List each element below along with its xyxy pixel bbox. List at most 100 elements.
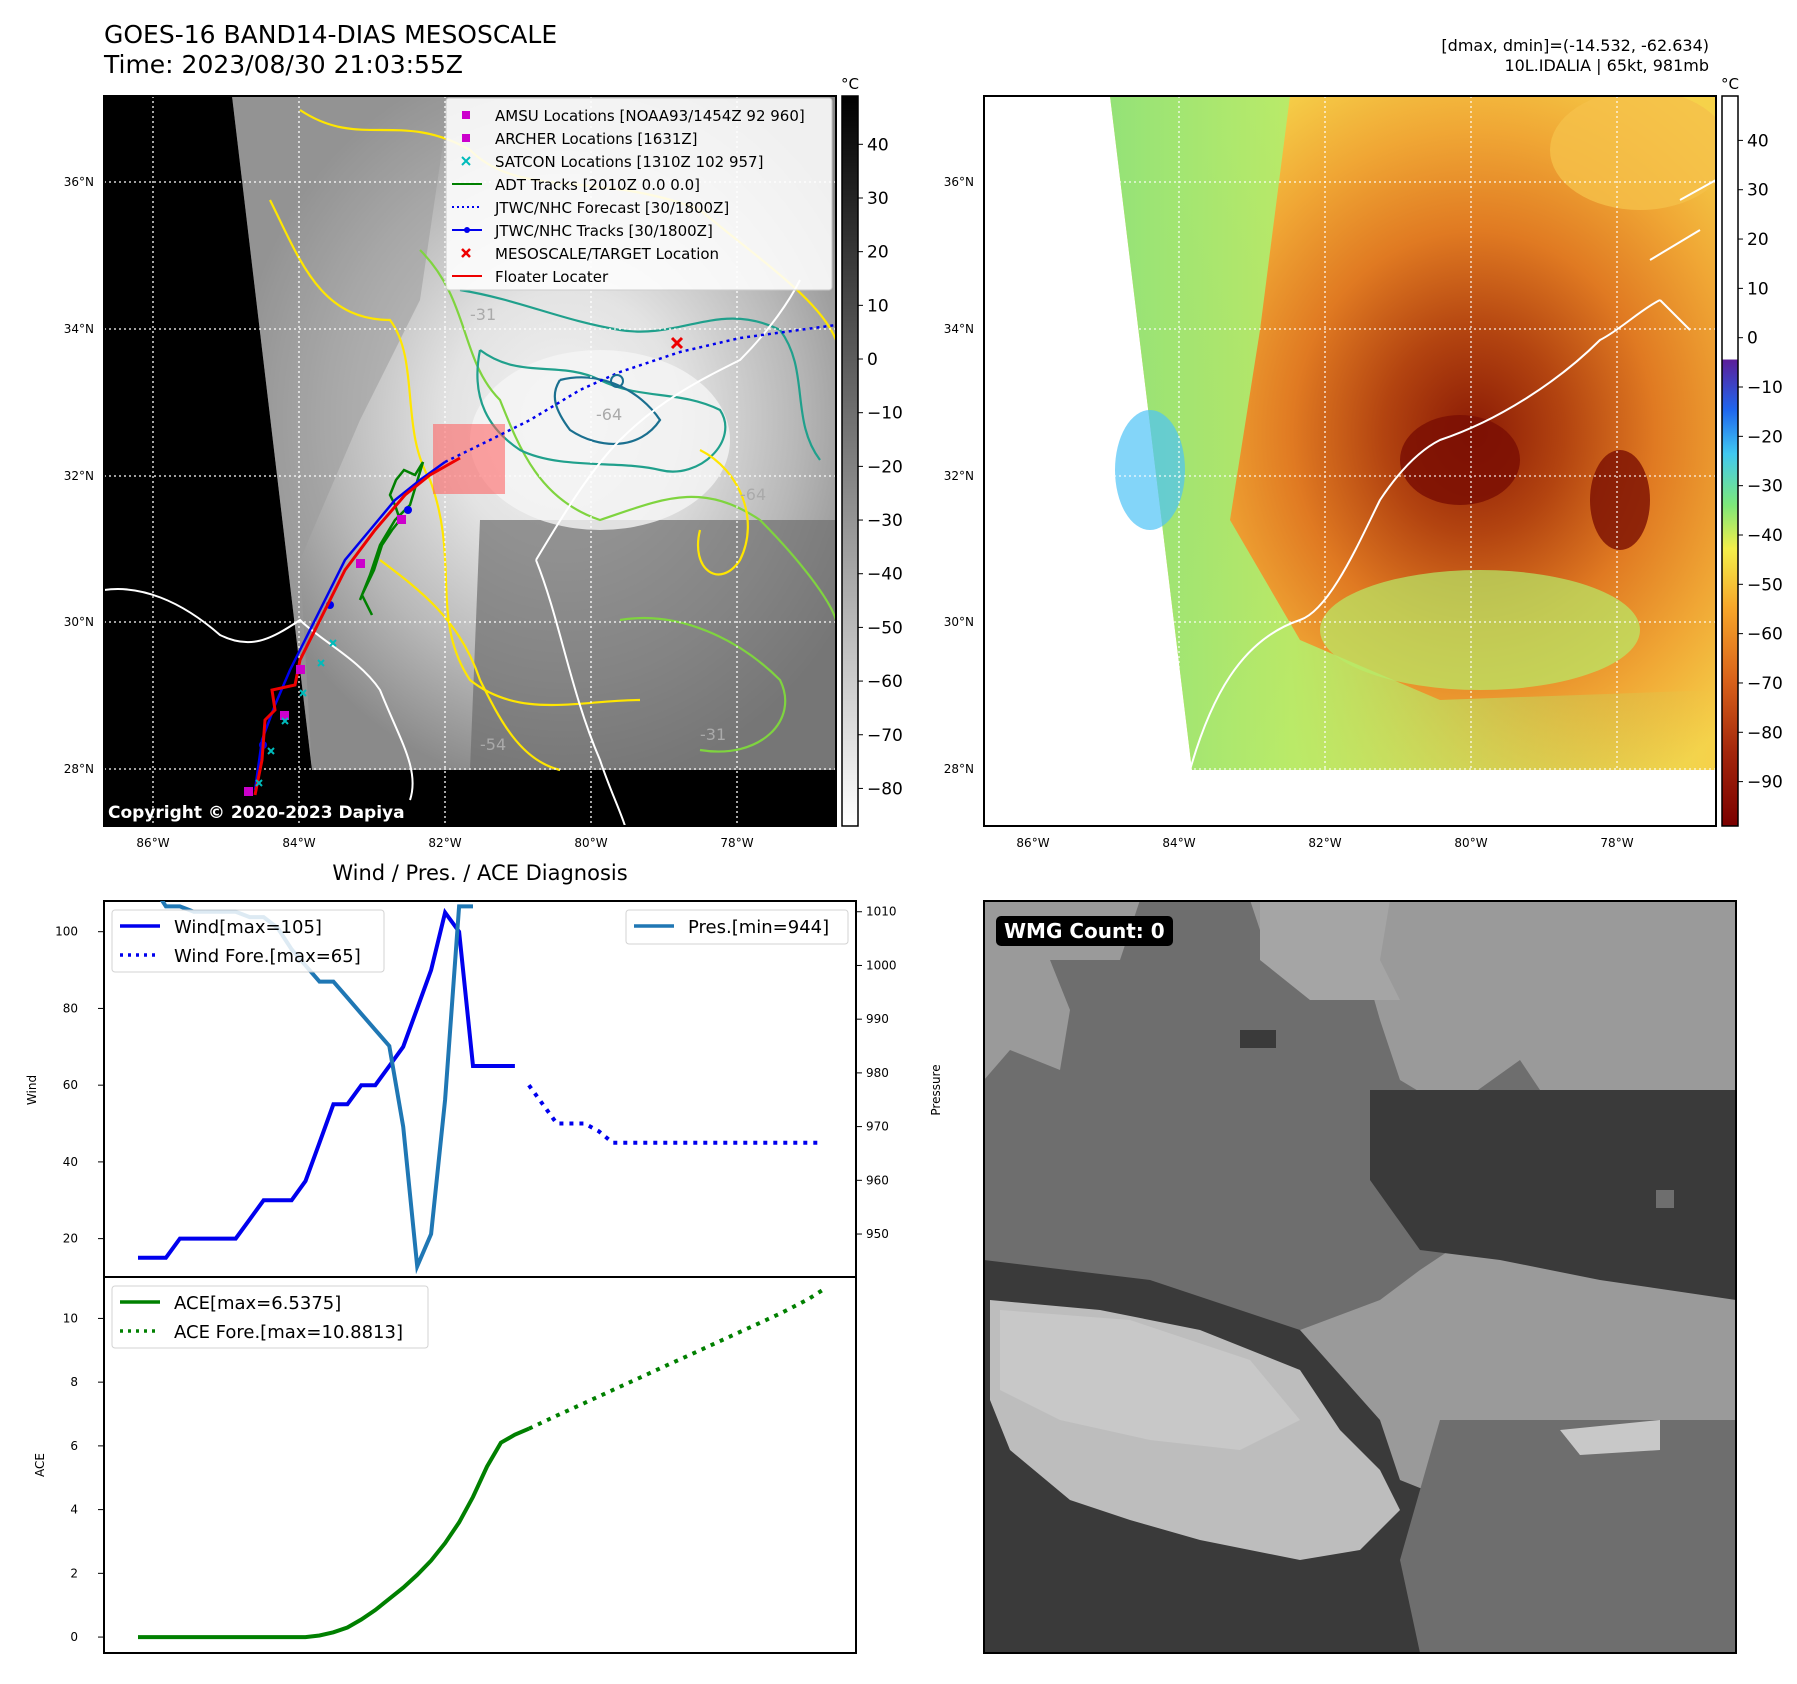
contour-label: -31 xyxy=(470,305,496,324)
archer-marker xyxy=(280,711,289,720)
colorbar-tick-label: 20 xyxy=(1747,230,1769,250)
contour-warm xyxy=(379,559,561,772)
archer-marker xyxy=(397,515,406,524)
ace-tick-label: 8 xyxy=(70,1375,78,1389)
wmg-panel xyxy=(984,901,1736,1653)
wind-axis-label: Wind xyxy=(25,1075,39,1105)
storm-info: [dmax, dmin]=(-14.532, -62.634) 10L.IDAL… xyxy=(1441,36,1709,76)
satcon-markers xyxy=(255,639,337,787)
enhanced-map-lat-labels: 36°N 34°N 32°N 30°N 28°N xyxy=(944,175,974,776)
colorbar-tick-label: −30 xyxy=(1747,477,1783,497)
colorbar-tick-label: 30 xyxy=(1747,181,1769,201)
lon-tick-label: 80°W xyxy=(1454,836,1487,850)
colorbar-tick-label: −20 xyxy=(867,457,903,477)
colorbar-tick-label: −60 xyxy=(1747,625,1783,645)
copyright: Copyright © 2020-2023 Dapiya xyxy=(108,803,405,823)
ir-colorbar-unit: °C xyxy=(841,75,859,93)
colorbar-tick-label: 20 xyxy=(867,243,889,263)
lon-tick-label: 78°W xyxy=(720,836,753,850)
colorbar-tick-label: −10 xyxy=(867,404,903,424)
jtwc-track-point xyxy=(404,506,412,514)
legend-label-target: MESOSCALE/TARGET Location xyxy=(495,245,719,263)
colorbar-tick-label: −50 xyxy=(867,618,903,638)
lat-tick-label: 32°N xyxy=(64,469,94,483)
legend-marker-target xyxy=(461,248,471,258)
lon-tick-label: 84°W xyxy=(282,836,315,850)
legend-label-floater: Floater Locater xyxy=(495,268,609,286)
legend: AMSU Locations [NOAA93/1454Z 92 960] ARC… xyxy=(445,97,833,291)
contour-cold xyxy=(476,349,727,473)
lon-tick-label: 86°W xyxy=(1016,836,1049,850)
colorbar-tick-label: 10 xyxy=(1747,279,1769,299)
enhanced-map-lon-labels: 86°W 84°W 82°W 80°W 78°W xyxy=(1016,836,1633,850)
contour-warm xyxy=(697,449,749,576)
floater-locater-track xyxy=(253,456,461,796)
colorbar-tick-label: −10 xyxy=(1747,378,1783,398)
wind-tick-label: 40 xyxy=(63,1155,78,1169)
diagnosis-chart-title: Wind / Pres. / ACE Diagnosis xyxy=(332,861,627,885)
colorbar-tick-label: −90 xyxy=(1747,773,1783,793)
ir-map-frame xyxy=(103,95,837,827)
coastline xyxy=(1189,179,1716,771)
coastline xyxy=(104,279,801,826)
ace-tick-label: 2 xyxy=(70,1566,78,1580)
wind-tick-label: 20 xyxy=(63,1232,78,1246)
colorbar-tick-label: −80 xyxy=(1747,723,1783,743)
ace-forecast-series xyxy=(528,1288,824,1431)
wind-tick-label: 60 xyxy=(63,1078,78,1092)
legend-label-ace: ACE[max=6.5375] xyxy=(174,1293,341,1314)
enhanced-map-frame xyxy=(983,95,1717,827)
pressure-tick-label: 990 xyxy=(866,1012,889,1026)
storm-info-text: 10L.IDALIA | 65kt, 981mb xyxy=(1504,56,1709,75)
ace-axis-label: ACE xyxy=(33,1453,47,1477)
jtwc-forecast xyxy=(444,323,836,464)
contour-label: -54 xyxy=(480,735,506,754)
contour-label: -64 xyxy=(596,405,622,424)
colorbar-tick-label: −60 xyxy=(867,672,903,692)
legend-label-adt: ADT Tracks [2010Z 0.0 0.0] xyxy=(495,176,700,194)
wind-series xyxy=(138,907,515,1260)
ace-chart: 0 2 4 6 8 10 xyxy=(63,1288,824,1644)
lat-tick-label: 32°N xyxy=(944,469,974,483)
pressure-tick-label: 960 xyxy=(866,1173,889,1187)
lat-tick-label: 34°N xyxy=(944,322,974,336)
colorbar-tick-label: 40 xyxy=(1747,131,1769,151)
storm-center xyxy=(610,374,624,388)
contours xyxy=(269,109,836,772)
legend-marker-archer xyxy=(462,134,470,142)
ir-colorbar-ticks: 40 30 20 10 0 −10 −20 −30 −40 −50 −60 −70 −80 xyxy=(858,135,903,799)
wmg-dark-region xyxy=(1370,1090,1736,1300)
legend-marker-amsu xyxy=(462,111,470,119)
lon-tick-label: 80°W xyxy=(574,836,607,850)
ace-tick-label: 0 xyxy=(70,1630,78,1644)
lat-tick-label: 30°N xyxy=(64,615,94,629)
wmg-mid-region xyxy=(984,901,1560,1400)
legend-label-forecast: JTWC/NHC Forecast [30/1800Z] xyxy=(494,199,729,217)
ace-legend: ACE[max=6.5375] ACE Fore.[max=10.8813] xyxy=(111,1285,429,1349)
enhanced-map-grid xyxy=(984,96,1716,826)
wmg-count-badge: WMG Count: 0 xyxy=(996,916,1173,946)
ace-tick-label: 6 xyxy=(70,1439,78,1453)
contour-cold xyxy=(459,288,821,461)
contour-mid xyxy=(419,249,836,621)
contour-label: -31 xyxy=(700,725,726,744)
title-line-2: Time: 2023/08/30 21:03:55Z xyxy=(104,50,463,79)
ir-colorbar xyxy=(841,95,859,827)
target-marker xyxy=(670,336,684,350)
legend-label-wind-forecast: Wind Fore.[max=65] xyxy=(174,946,361,967)
colorbar-tick-label: −80 xyxy=(867,779,903,799)
colorbar-tick-label: 0 xyxy=(867,350,878,370)
ace-tick-label: 10 xyxy=(63,1311,78,1325)
legend-label-archer: ARCHER Locations [1631Z] xyxy=(495,130,698,148)
lon-tick-label: 78°W xyxy=(1600,836,1633,850)
pressure-tick-label: 1000 xyxy=(866,958,897,972)
enhanced-colorbar xyxy=(1721,95,1739,827)
legend-label-ace-forecast: ACE Fore.[max=10.8813] xyxy=(174,1322,403,1343)
wind-forecast-series xyxy=(527,1084,822,1145)
contour-label: -64 xyxy=(740,485,766,504)
contour-coldest xyxy=(553,376,662,446)
wind-tick-label: 100 xyxy=(55,925,78,939)
lat-tick-label: 30°N xyxy=(944,615,974,629)
pressure-tick-label: 980 xyxy=(866,1066,889,1080)
ir-map-lat-labels: 36°N 34°N 32°N 30°N 28°N xyxy=(64,175,94,776)
